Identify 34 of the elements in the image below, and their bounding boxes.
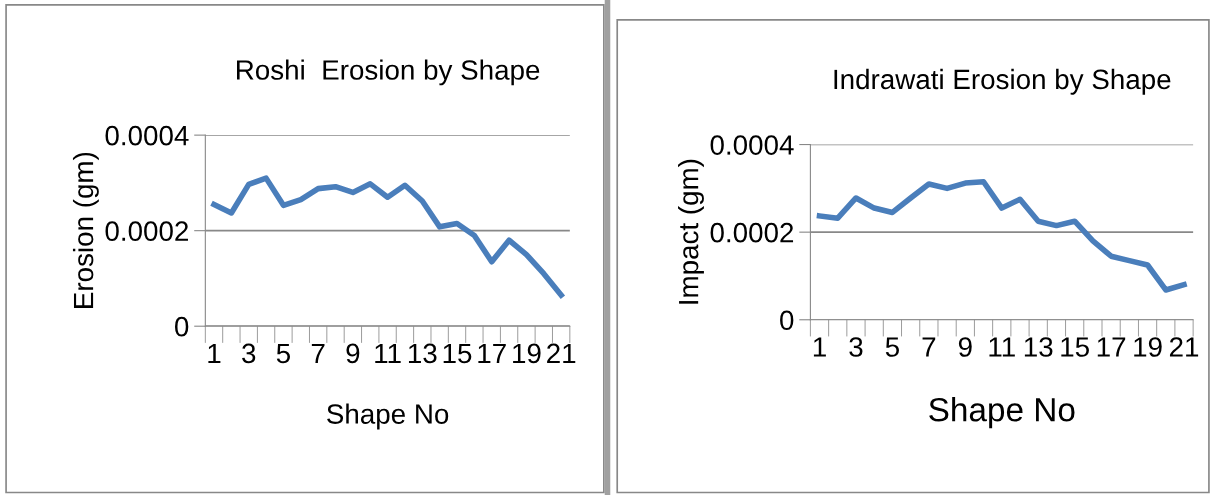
y-tick-label: 0.0002 (105, 221, 188, 242)
x-tick-label: 1 (813, 337, 826, 357)
x-tick-label: 15 (1061, 337, 1089, 357)
x-tick-label: 7 (922, 337, 936, 357)
x-tick-label: 15 (443, 343, 472, 364)
x-tick-label: 17 (1097, 337, 1126, 357)
y-axis-title: Impact (gm) (678, 159, 704, 304)
x-axis-title: Shape No (327, 403, 449, 430)
y-tick-label: 0.0004 (105, 125, 189, 146)
x-tick-label: 9 (958, 337, 972, 357)
x-tick-label: 19 (513, 343, 541, 364)
x-tick-label: 3 (849, 337, 863, 357)
x-tick-label: 5 (885, 337, 899, 357)
x-tick-label: 21 (1169, 337, 1199, 357)
chart-title: Indrawati Erosion by Shape (834, 68, 1171, 95)
y-axis-title: Erosion (gm) (72, 152, 99, 308)
y-tick-label: 0 (780, 310, 794, 331)
chart-title: Roshi Erosion by Shape (237, 59, 540, 86)
y-tick-label: 0.0004 (710, 135, 794, 155)
y-tick-label: 0.0002 (710, 222, 794, 243)
x-tick-label: 3 (242, 343, 256, 364)
x-tick-label: 21 (547, 343, 576, 363)
x-tick-label: 17 (478, 343, 506, 363)
x-tick-label: 9 (346, 343, 360, 364)
x-tick-label: 11 (375, 343, 401, 363)
x-tick-label: 13 (408, 343, 437, 364)
x-tick-label: 19 (1134, 337, 1162, 357)
x-axis-title: Shape No (929, 397, 1075, 429)
x-tick-label: 13 (1024, 337, 1053, 357)
y-tick-label: 0 (175, 316, 189, 337)
x-tick-label: 1 (208, 343, 221, 363)
x-tick-label: 5 (276, 343, 290, 364)
x-tick-label: 11 (989, 337, 1015, 357)
x-tick-label: 7 (311, 343, 325, 363)
